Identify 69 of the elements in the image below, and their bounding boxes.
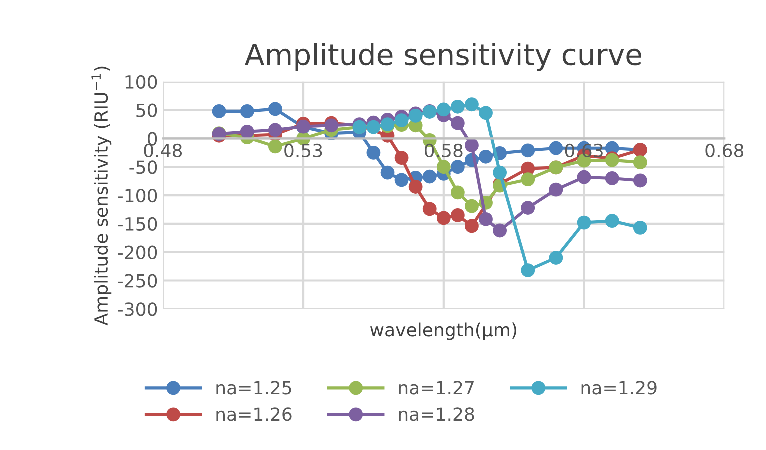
point [465, 138, 479, 152]
point [465, 219, 479, 234]
point [212, 104, 226, 118]
point [436, 211, 451, 226]
point [605, 214, 620, 228]
point [493, 224, 507, 238]
y-tick-label: -100 [118, 188, 158, 203]
chart-title: Amplitude sensitivity curve [245, 43, 642, 72]
point [605, 172, 620, 186]
y-tick-label: -50 [130, 160, 158, 174]
point [465, 98, 479, 112]
point [549, 141, 564, 156]
y-axis-title: Amplitude sensitivity (RIU$^{−1}$) [92, 66, 112, 326]
point [436, 160, 451, 174]
point [408, 180, 423, 194]
y-tick-label: 100 [126, 75, 158, 90]
point [633, 156, 648, 170]
point [633, 220, 648, 235]
point [577, 170, 592, 184]
point [450, 100, 465, 114]
y-tick-label: 50 [136, 104, 158, 118]
point [366, 120, 381, 134]
y-tick-label: -300 [118, 302, 158, 316]
point [394, 151, 409, 165]
point [479, 106, 493, 120]
point [479, 150, 493, 164]
x-axis-title: wavelength(µm) [370, 322, 517, 340]
x-tick-label: 0.63 [565, 144, 603, 158]
legend-label: na=1.29 [582, 381, 657, 395]
point [465, 199, 479, 214]
y-tick-label: 0 [148, 132, 158, 146]
point [493, 166, 507, 180]
point [268, 140, 282, 154]
x-tick-label: 0.48 [144, 144, 182, 158]
point [577, 216, 592, 230]
y-tick-label: -200 [118, 246, 158, 260]
point [521, 144, 536, 158]
point [240, 124, 254, 139]
point [240, 104, 254, 118]
x-tick-label: 0.68 [706, 144, 744, 158]
point [394, 173, 409, 188]
y-tick-label: -250 [118, 274, 158, 288]
x-tick-label: 0.53 [284, 144, 322, 158]
point [479, 212, 493, 226]
point [450, 116, 465, 130]
point [380, 166, 395, 180]
point [521, 201, 536, 215]
legend-label: na=1.27 [399, 381, 474, 395]
point [408, 109, 423, 123]
point [450, 160, 465, 174]
point [422, 202, 437, 216]
point [268, 123, 282, 138]
point [450, 208, 465, 222]
point [422, 170, 437, 184]
point [394, 114, 409, 128]
legend-label: na=1.26 [216, 408, 292, 422]
point [450, 186, 465, 200]
point [436, 102, 451, 117]
point [521, 264, 536, 278]
y-tick-label: -150 [118, 217, 158, 232]
point [324, 118, 339, 133]
point [549, 251, 564, 265]
legend-label: na=1.28 [399, 408, 474, 422]
point [366, 146, 381, 160]
legend-label: na=1.25 [216, 381, 292, 395]
point [549, 182, 564, 197]
point [633, 174, 648, 188]
point [521, 172, 536, 187]
point [268, 102, 282, 116]
